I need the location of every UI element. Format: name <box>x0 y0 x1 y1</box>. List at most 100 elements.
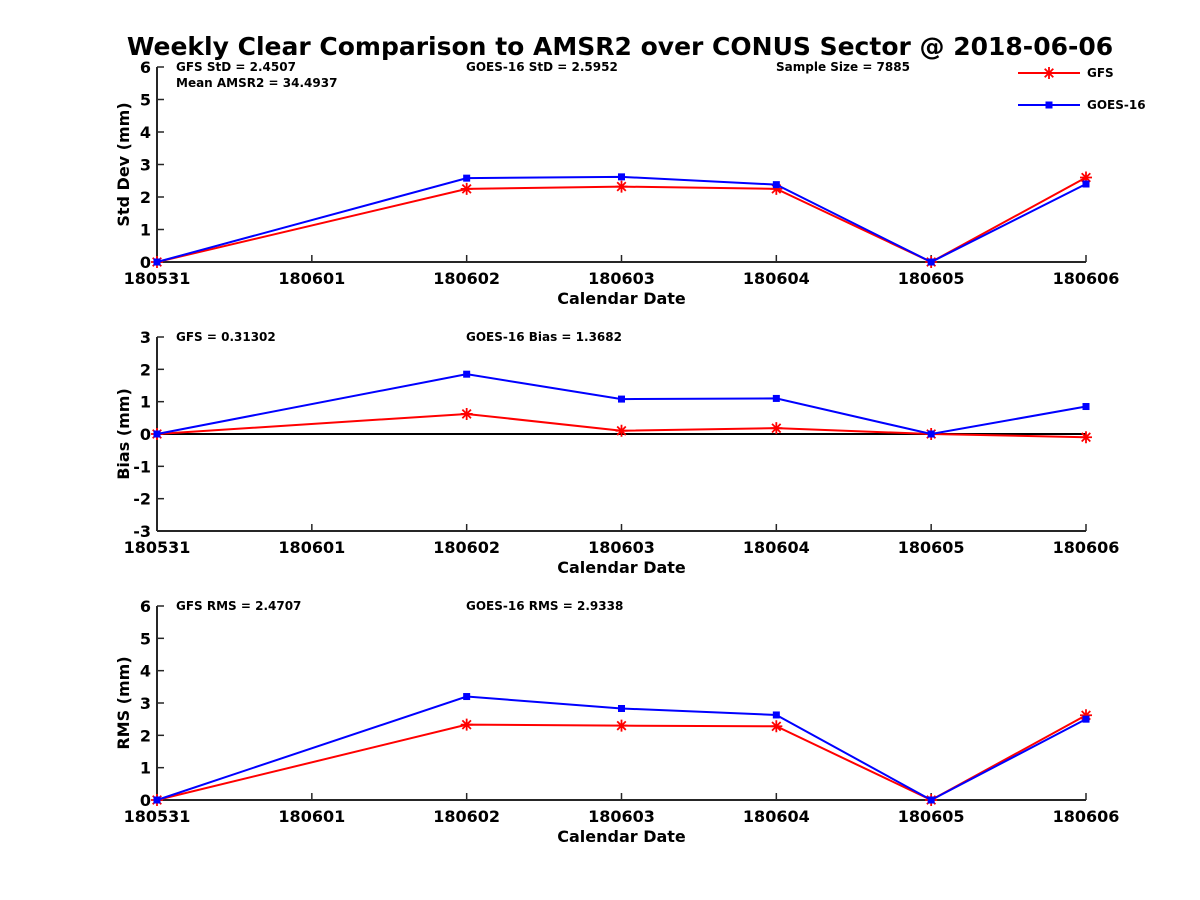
y-tick-label: 1 <box>140 393 151 412</box>
x-axis-label: Calendar Date <box>557 289 686 308</box>
y-tick-label: 5 <box>140 629 151 648</box>
y-tick-label: 3 <box>140 328 151 347</box>
y-tick-label: 3 <box>140 694 151 713</box>
stat-annotation: GFS StD = 2.4507 <box>176 60 296 74</box>
panel-3: 0 1 2 3 4 5 6 180531 180601 180602 180603 180604 180… <box>114 597 1119 846</box>
data-point <box>153 258 161 266</box>
data-point <box>1080 431 1092 444</box>
data-point <box>927 430 935 438</box>
y-tick-label: 1 <box>140 221 151 240</box>
data-point <box>618 704 625 712</box>
series-gfs <box>151 407 1092 444</box>
x-tick-label: 180601 <box>278 538 345 557</box>
y-tick-label: 0 <box>140 425 151 444</box>
x-tick-label: 180602 <box>433 269 500 288</box>
x-tick-label: 180602 <box>433 807 500 826</box>
series-goes-16 <box>153 693 1090 804</box>
series-line <box>156 373 1087 436</box>
data-point <box>770 422 783 435</box>
x-tick-label: 180531 <box>124 538 191 557</box>
data-point <box>1082 403 1090 411</box>
y-axis-label: RMS (mm) <box>114 656 133 749</box>
y-tick-label: 6 <box>140 58 151 77</box>
data-point <box>460 718 473 731</box>
x-axis-label: Calendar Date <box>557 827 686 846</box>
data-point <box>463 370 471 378</box>
series-gfs <box>151 709 1092 806</box>
y-tick-label: 2 <box>140 360 151 379</box>
data-point <box>615 424 628 437</box>
panels: 0 1 2 3 4 5 6 180531 180601 180602 180603 180604 180… <box>114 58 1119 846</box>
data-point <box>615 180 628 193</box>
x-tick-label: 180604 <box>743 538 810 557</box>
series-line <box>156 695 1087 802</box>
data-point <box>1080 171 1092 184</box>
legend-entry: GOES-16 <box>1018 98 1146 112</box>
panel-1: 0 1 2 3 4 5 6 180531 180601 180602 180603 180604 180… <box>114 58 1119 308</box>
data-point <box>772 181 780 189</box>
data-point <box>1082 180 1090 188</box>
x-tick-label: 180606 <box>1053 807 1120 826</box>
data-point <box>460 407 473 420</box>
legend-marker <box>1043 67 1055 79</box>
x-tick-label: 180603 <box>588 269 655 288</box>
x-tick-label: 180606 <box>1053 269 1120 288</box>
y-tick-label: 6 <box>140 597 151 616</box>
y-tick-label: 0 <box>140 253 151 272</box>
x-tick-label: 180604 <box>743 269 810 288</box>
data-point <box>463 174 471 182</box>
legend-label: GOES-16 <box>1087 98 1146 112</box>
x-tick-label: 180601 <box>278 269 345 288</box>
x-tick-label: 180603 <box>588 807 655 826</box>
data-point <box>1082 715 1090 723</box>
legend-entry: GFS <box>1018 66 1114 80</box>
data-point <box>772 711 780 719</box>
y-tick-label: -2 <box>133 490 151 509</box>
y-tick-label: 4 <box>140 662 151 681</box>
data-point <box>1080 709 1092 722</box>
x-tick-label: 180601 <box>278 807 345 826</box>
panel-2: -3 -2 -1 0 1 2 3 180531 180601 180602 180603 180604… <box>114 328 1119 577</box>
data-point <box>927 796 935 804</box>
y-tick-label: 0 <box>140 791 151 810</box>
y-tick-label: 4 <box>140 123 151 142</box>
data-point <box>460 182 473 195</box>
stat-annotation: GFS = 0.31302 <box>176 330 276 344</box>
y-tick-label: 5 <box>140 91 151 110</box>
x-tick-label: 180603 <box>588 538 655 557</box>
data-point <box>770 720 783 733</box>
y-axis-label: Std Dev (mm) <box>114 102 133 226</box>
data-point <box>618 173 625 181</box>
stat-annotation: Sample Size = 7885 <box>776 60 910 74</box>
stat-annotation: GOES-16 Bias = 1.3682 <box>466 330 622 344</box>
series-gfs <box>151 171 1092 268</box>
series-goes-16 <box>153 173 1090 266</box>
y-axis-label: Bias (mm) <box>114 388 133 480</box>
stat-annotation: GFS RMS = 2.4707 <box>176 599 301 613</box>
y-tick-label: -3 <box>133 522 151 541</box>
figure-title: Weekly Clear Comparison to AMSR2 over CO… <box>127 32 1113 61</box>
y-tick-label: -1 <box>133 457 151 476</box>
legend: GFS GOES-16 <box>1018 66 1146 112</box>
x-tick-label: 180531 <box>124 807 191 826</box>
data-point <box>770 182 783 195</box>
y-tick-label: 2 <box>140 188 151 207</box>
y-tick-label: 3 <box>140 156 151 175</box>
series-line <box>156 175 1087 264</box>
x-tick-label: 180605 <box>898 269 965 288</box>
data-point <box>153 430 161 438</box>
stat-annotation: GOES-16 RMS = 2.9338 <box>466 599 623 613</box>
data-point <box>772 394 780 402</box>
data-point <box>463 693 471 701</box>
data-point <box>615 719 628 732</box>
series-goes-16 <box>153 370 1090 438</box>
x-tick-label: 180531 <box>124 269 191 288</box>
x-tick-label: 180605 <box>898 538 965 557</box>
y-tick-label: 2 <box>140 726 151 745</box>
legend-label: GFS <box>1087 66 1114 80</box>
x-tick-label: 180604 <box>743 807 810 826</box>
data-point <box>927 258 935 266</box>
legend-marker <box>1045 101 1053 109</box>
x-tick-label: 180606 <box>1053 538 1120 557</box>
